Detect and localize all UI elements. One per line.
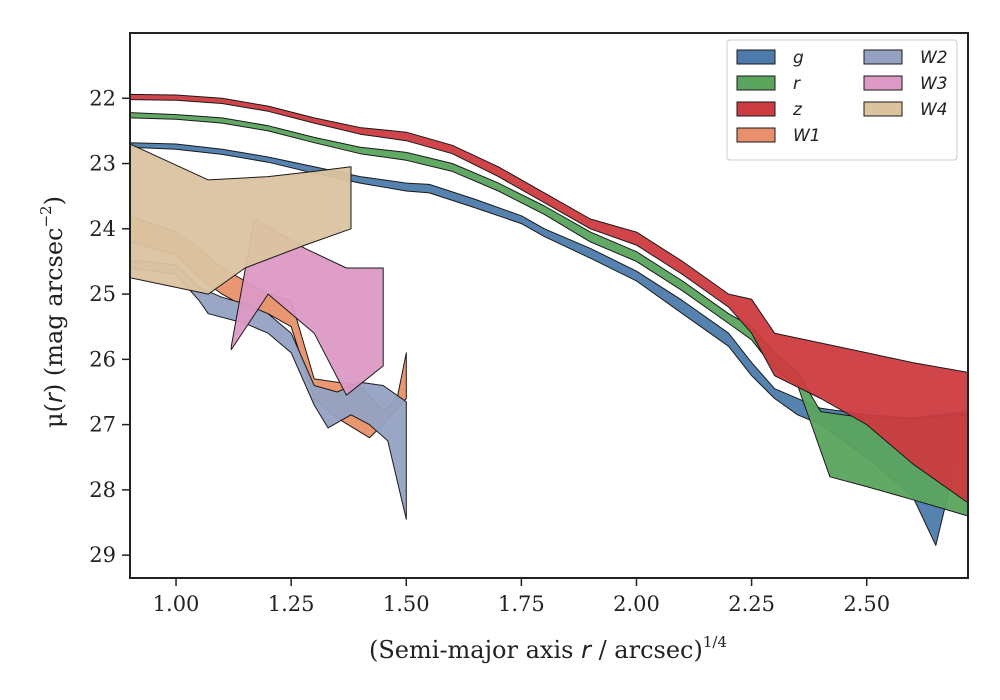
x-axis-label-sup: 1/4: [703, 633, 727, 651]
y-axis-label-end: ): [40, 196, 68, 205]
x-axis-label-mid: / arcsec): [591, 636, 703, 664]
y-tick-label: 25: [89, 282, 116, 306]
legend-swatch-r: [736, 75, 776, 91]
legend-swatch-W1: [736, 127, 776, 143]
x-axis-label-prefix: (Semi-major axis: [369, 636, 581, 664]
x-tick-label: 2.25: [728, 592, 775, 616]
band-g: [130, 142, 968, 546]
x-axis-label-var: r: [581, 636, 593, 664]
legend-swatch-W4: [863, 101, 903, 117]
y-axis-label-sup: −2: [37, 205, 55, 227]
band-W4: [130, 143, 352, 295]
legend-label-g: g: [793, 48, 804, 68]
y-axis: 22 23 24 25 26 27 28 29: [89, 86, 130, 567]
legend-label-W3: W3: [920, 74, 948, 94]
legend-label-W2: W2: [920, 48, 948, 68]
plot-frame: [129, 32, 969, 579]
legend-swatch-W2: [863, 49, 903, 65]
y-axis-label-var: r: [40, 391, 68, 403]
x-axis-label: (Semi-major axis r / arcsec)1/4: [369, 633, 727, 664]
x-tick-label: 2.50: [843, 592, 890, 616]
y-tick-label: 29: [89, 543, 116, 567]
x-tick-label: 1.00: [153, 592, 200, 616]
y-axis-label-prefix: μ(: [40, 403, 68, 428]
legend-label-z: z: [792, 100, 803, 120]
y-tick-label: 23: [89, 152, 116, 176]
legend-swatch-g: [736, 49, 776, 65]
band-r: [130, 112, 968, 517]
y-tick-label: 22: [89, 86, 116, 110]
x-tick-label: 1.50: [383, 592, 430, 616]
y-axis-label-mid: ) (mag arcsec: [40, 228, 68, 394]
x-tick-label: 1.25: [268, 592, 315, 616]
y-tick-label: 27: [89, 413, 116, 437]
band-z: [130, 93, 968, 504]
y-tick-label: 26: [89, 347, 116, 371]
x-axis: 1.00 1.25 1.50 1.75 2.00 2.25 2.50: [153, 578, 890, 616]
legend-swatch-W3: [863, 75, 903, 91]
legend: grz W1 W2 W3 W4: [726, 39, 958, 161]
legend-label-W4: W4: [920, 100, 948, 120]
x-tick-label: 2.00: [613, 592, 660, 616]
legend-swatch-z: [736, 101, 776, 117]
x-tick-label: 1.75: [498, 592, 545, 616]
legend-label-W1: W1: [793, 126, 821, 146]
y-tick-label: 24: [89, 217, 116, 241]
legend-label-r: r: [793, 74, 801, 94]
legend-box: [726, 39, 958, 161]
chart-bands: [130, 93, 968, 546]
y-tick-label: 28: [89, 478, 116, 502]
y-axis-label: μ(r) (mag arcsec−2): [37, 196, 68, 428]
